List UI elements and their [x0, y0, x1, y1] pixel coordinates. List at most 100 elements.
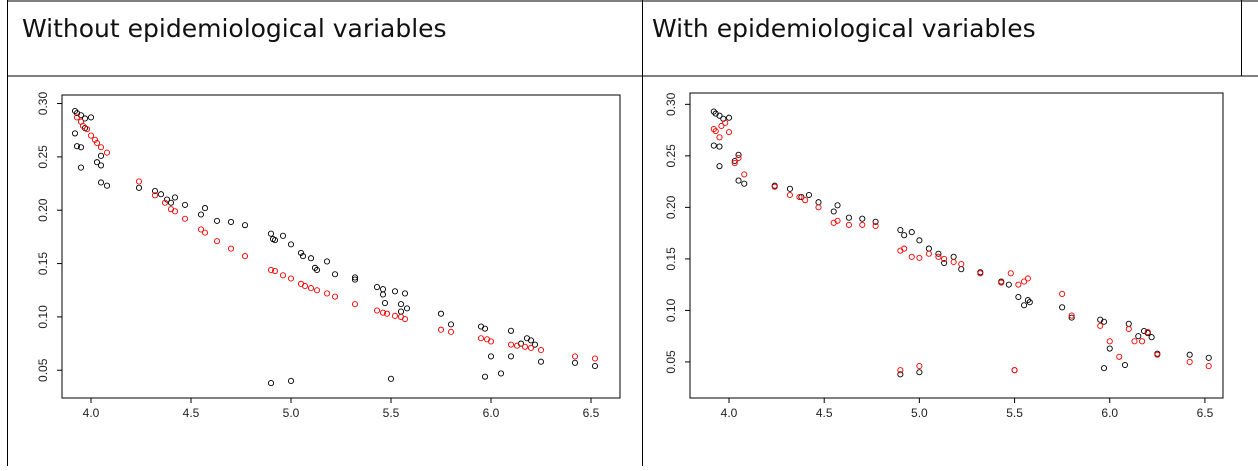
plot-frame [61, 94, 621, 399]
point [447, 328, 455, 335]
point [197, 226, 205, 233]
point [97, 162, 105, 169]
point [161, 199, 169, 206]
point [1139, 338, 1146, 345]
point [815, 204, 822, 211]
x-tick-label: 6.0 [483, 406, 500, 420]
point [279, 232, 287, 239]
x-tick-label: 4.5 [183, 406, 200, 420]
point [279, 272, 287, 279]
point [897, 371, 904, 378]
point [387, 375, 395, 382]
point [859, 221, 866, 228]
point [1097, 322, 1104, 329]
point [735, 154, 742, 161]
point [71, 130, 79, 137]
point [916, 369, 923, 376]
y-tick-label: 0.15 [664, 247, 678, 271]
point [79, 122, 87, 129]
point [1011, 367, 1018, 374]
point [935, 253, 942, 260]
point [313, 287, 321, 294]
point [901, 245, 908, 252]
point [481, 373, 489, 380]
point [1125, 320, 1132, 327]
y-tick-label: 0.05 [664, 350, 678, 374]
cell-title: With epidemiological variables [652, 14, 1036, 43]
point [213, 238, 221, 245]
point [872, 222, 879, 229]
point [1015, 293, 1022, 301]
point [571, 359, 579, 366]
point [397, 308, 405, 315]
point [1021, 302, 1028, 309]
x-tick-label: 4.0 [721, 406, 738, 420]
point [477, 335, 485, 342]
point [731, 157, 738, 165]
point [908, 253, 915, 260]
point [958, 260, 965, 268]
point [151, 192, 159, 199]
point [271, 267, 279, 275]
point [1015, 281, 1022, 288]
point [1205, 354, 1212, 361]
point [301, 282, 309, 290]
point [950, 258, 957, 266]
point [513, 342, 521, 349]
point [834, 202, 841, 209]
point [591, 362, 599, 370]
point [271, 237, 279, 244]
point [710, 108, 717, 115]
point [373, 307, 381, 314]
point [716, 112, 723, 119]
point [379, 291, 387, 298]
point [313, 266, 321, 274]
point [299, 253, 307, 260]
point [381, 299, 389, 307]
point [796, 194, 803, 201]
point [507, 353, 515, 360]
point [391, 312, 399, 319]
point [97, 152, 105, 159]
point [201, 205, 209, 212]
y-tick-label: 0.10 [664, 298, 678, 322]
point [527, 344, 535, 351]
point [351, 301, 359, 308]
x-tick-label: 4.5 [816, 406, 833, 420]
point [958, 266, 965, 273]
point [1068, 312, 1075, 319]
point [725, 129, 733, 136]
point [373, 283, 381, 291]
point [710, 126, 717, 133]
point [1154, 351, 1161, 358]
point [1007, 270, 1014, 277]
y-tick-label: 0.25 [664, 144, 678, 168]
point [741, 180, 748, 187]
point [507, 341, 515, 348]
point [351, 276, 359, 283]
point [481, 325, 489, 332]
point [901, 232, 908, 239]
point [537, 358, 545, 365]
point [716, 134, 723, 141]
point [786, 185, 793, 192]
y-tick-label: 0.30 [664, 92, 678, 116]
x-tick-label: 5.5 [383, 406, 400, 420]
y-tick-label: 0.30 [36, 92, 50, 116]
point [815, 199, 822, 206]
point [731, 160, 738, 167]
point [267, 230, 275, 237]
point [83, 126, 91, 133]
point [487, 353, 495, 360]
x-tick-label: 6.0 [1101, 406, 1118, 420]
point [241, 253, 249, 260]
point [1005, 281, 1012, 288]
point [916, 363, 923, 370]
point [307, 285, 315, 292]
point [925, 250, 932, 257]
point [323, 258, 331, 265]
point [1144, 329, 1151, 336]
point [507, 327, 515, 334]
point [437, 326, 445, 333]
point [383, 310, 391, 317]
